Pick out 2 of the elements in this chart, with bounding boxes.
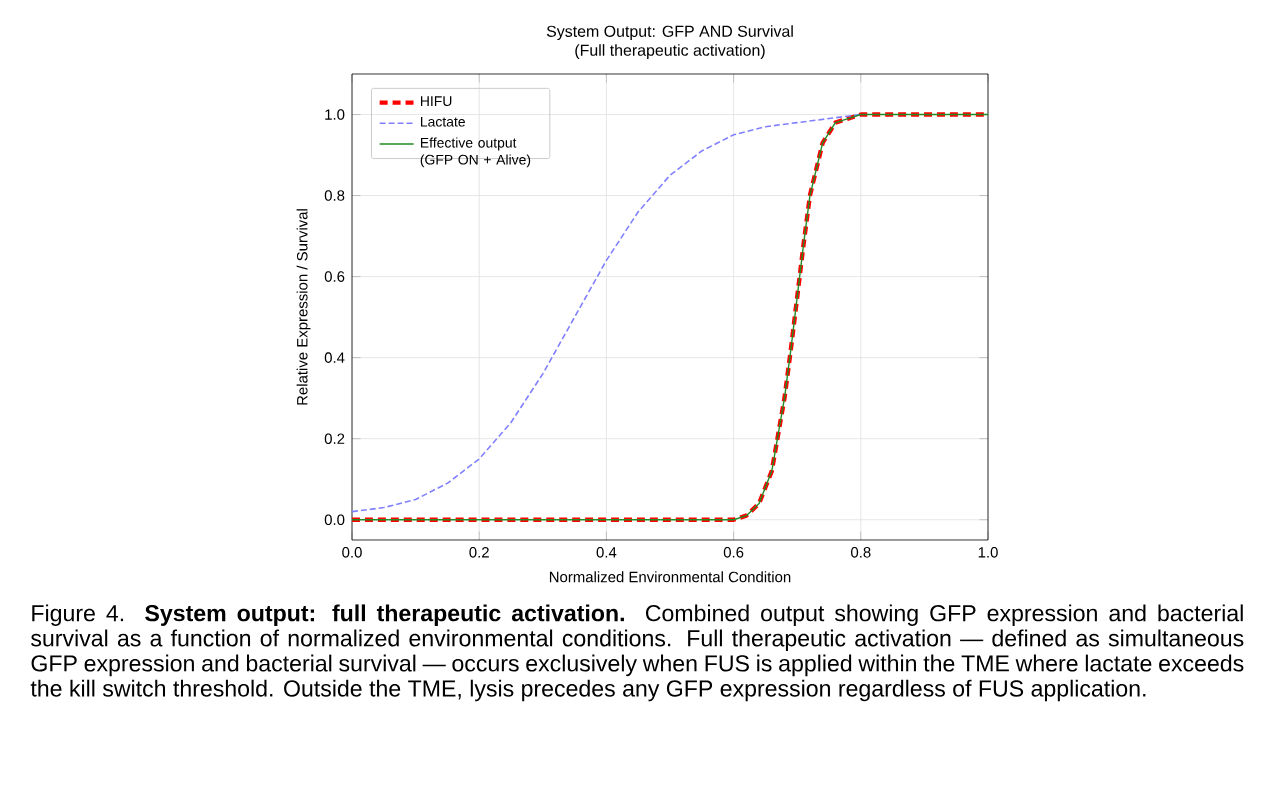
caption: Figure 4. System output: full therapeutic activation. Combined output showing GFP expression and bacterial survival as a function of normalized environmental conditions. Full therapeutic activation — defined as simultaneous GFP expression and bacterial survival — occurs exclusively when FUS is applied within the TME where lactate exceeds the kill switch threshold. Outside the TME, lysis precedes any GFP expression regardless of FUS application. [30, 604, 1244, 702]
line-series [352, 113, 862, 513]
